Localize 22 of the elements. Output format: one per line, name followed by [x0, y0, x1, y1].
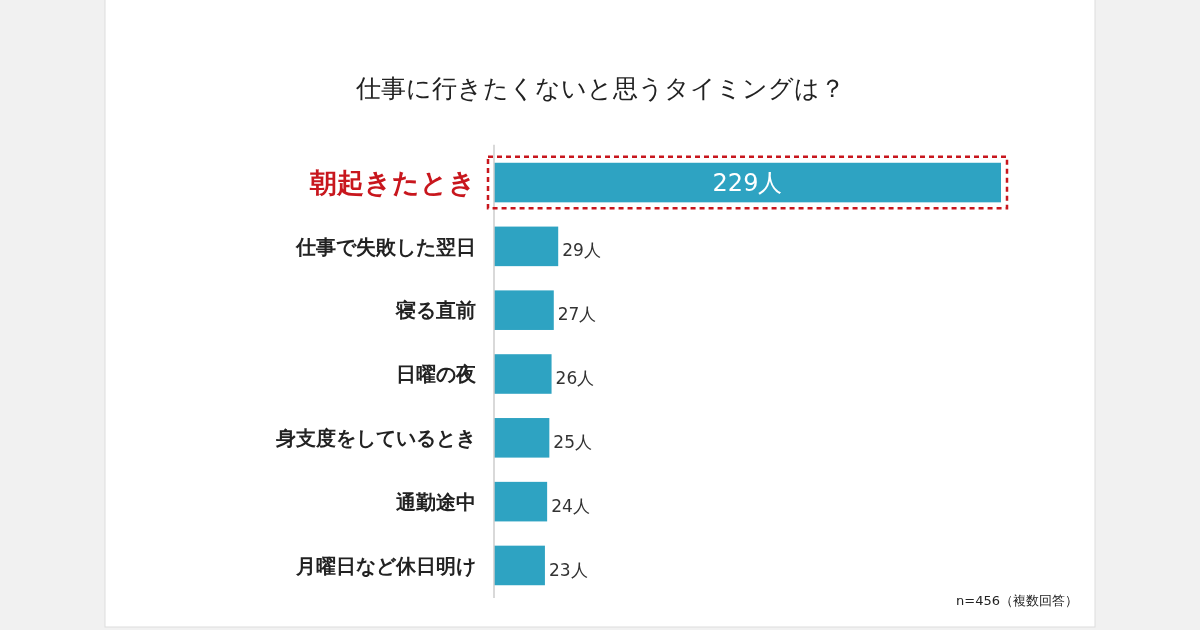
bar [494, 418, 550, 458]
bar [494, 545, 545, 586]
data-label: 24人 [551, 495, 590, 516]
y-tick-label: 通勤途中 [395, 489, 476, 514]
y-tick-label: 身支度をしているとき [275, 426, 476, 451]
data-label: 29人 [562, 240, 601, 261]
bar [494, 226, 559, 267]
data-label: 229人 [712, 169, 783, 198]
y-tick-label: 寝る直前 [395, 298, 476, 323]
annotation: n=456（複数回答） [956, 593, 1078, 608]
y-tick-label: 日曜の夜 [396, 362, 476, 387]
bar [494, 481, 548, 522]
y-tick-label: 月曜日など休日明け [295, 553, 476, 578]
y-tick-label: 仕事で失敗した翌日 [295, 234, 476, 259]
data-label: 27人 [557, 304, 597, 325]
chart-title: 仕事に行きたくないと思うタイミングは？ [354, 74, 845, 103]
y-tick-label: 朝起きたとき [309, 167, 476, 199]
bar [494, 354, 552, 394]
data-label: 23人 [548, 559, 588, 580]
data-label: 25人 [553, 431, 592, 452]
data-label: 26人 [555, 368, 595, 389]
bar [494, 290, 554, 330]
